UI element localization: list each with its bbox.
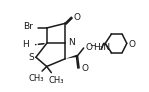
Text: CH₃: CH₃ [49, 76, 65, 85]
Polygon shape [65, 55, 78, 59]
Text: −: − [89, 41, 96, 50]
Text: O: O [81, 64, 88, 73]
Text: S: S [29, 53, 34, 62]
Text: H: H [22, 40, 29, 49]
Text: N: N [68, 38, 75, 47]
Text: Br: Br [23, 22, 33, 31]
Text: H₂N: H₂N [93, 44, 110, 53]
Text: O: O [128, 40, 135, 49]
Text: O: O [74, 13, 81, 22]
Text: O: O [85, 43, 92, 52]
Text: CH₃: CH₃ [28, 74, 44, 83]
Text: +: + [101, 42, 107, 47]
